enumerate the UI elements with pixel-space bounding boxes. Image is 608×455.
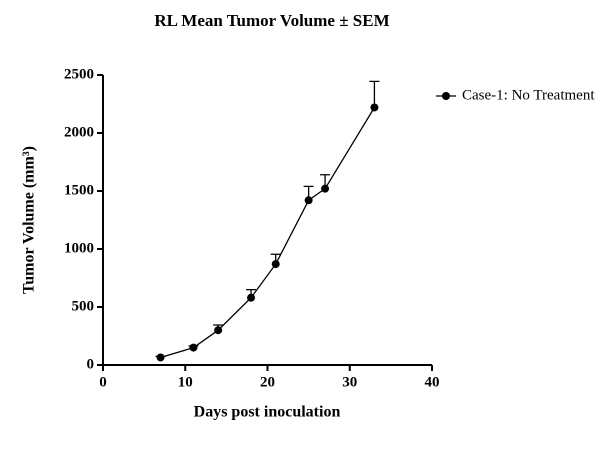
y-tick-label: 2500 [64,66,94,82]
data-point [189,343,198,352]
x-tick-label: 10 [178,374,193,390]
data-point [370,103,379,112]
y-tick-label: 0 [87,356,95,372]
y-tick-label: 1000 [64,240,94,256]
y-axis-label: Tumor Volume (mm³) [21,146,38,294]
y-tick-label: 500 [72,298,95,314]
data-point [304,196,313,205]
x-tick-label: 20 [260,374,275,390]
error-bar [369,80,380,108]
x-axis-label: Days post inoculation [194,404,341,421]
chart-title: RL Mean Tumor Volume ± SEM [154,11,389,30]
x-tick-label: 40 [425,374,440,390]
y-tick-label: 1500 [64,182,94,198]
x-tick-label: 30 [342,374,357,390]
data-line [160,107,375,359]
x-tick-label: 0 [99,374,107,390]
data-point [247,293,256,302]
data-point [214,326,223,335]
legend-marker [442,92,450,100]
data-point [271,260,280,269]
y-tick-label: 2000 [64,124,94,140]
legend-label: Case-1: No Treatment [462,87,595,103]
data-point [156,353,165,362]
data-point [321,184,330,193]
